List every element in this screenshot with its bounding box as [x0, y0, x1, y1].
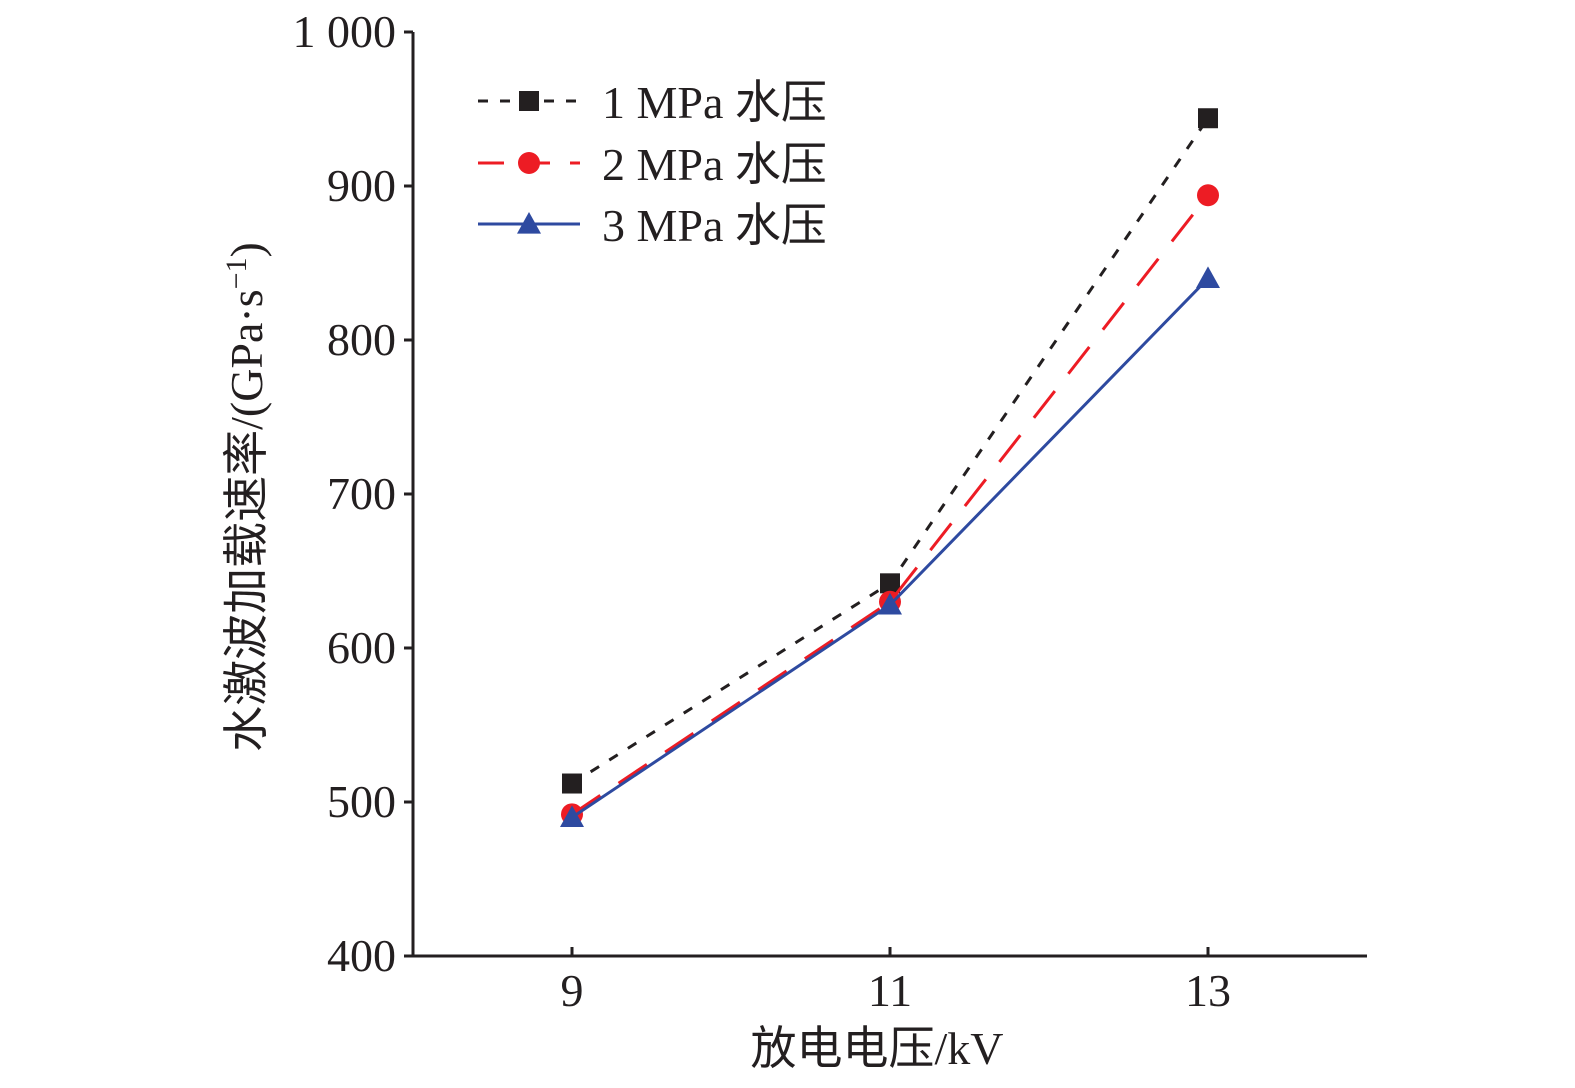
y-axis-title-exponent: −1 — [220, 257, 253, 289]
data-point-circle — [1197, 184, 1219, 207]
x-tick-label: 11 — [868, 965, 912, 1016]
data-point-triangle — [1196, 266, 1220, 288]
y-tick-label: 1 000 — [293, 6, 397, 57]
legend-marker — [519, 91, 539, 111]
series-line — [571, 277, 1210, 819]
legend-label: 2 MPa 水压 — [602, 139, 827, 190]
data-point-square — [1198, 108, 1218, 129]
x-tick-label: 13 — [1185, 965, 1231, 1016]
series-line — [571, 194, 1210, 816]
legend-marker — [518, 152, 540, 174]
legend-item: 3 MPa 水压 — [478, 200, 827, 251]
x-axis-title: 放电电压/kV — [751, 1023, 1004, 1074]
y-tick-label: 400 — [327, 930, 396, 981]
series-1 — [562, 108, 1218, 794]
data-point-square — [880, 573, 900, 594]
y-tick-label: 900 — [327, 160, 396, 211]
x-ticks: 9 11 13 — [561, 947, 1231, 1016]
data-point-triangle — [878, 592, 902, 615]
x-tick-label: 9 — [561, 965, 584, 1016]
y-axis-title-main: 水激波加载速率/(GPa·s — [221, 289, 272, 752]
y-ticks: 400 500 600 700 800 900 1 000 — [293, 6, 413, 981]
legend: 1 MPa 水压 2 MPa 水压 3 MPa 水压 — [478, 77, 827, 251]
data-point-triangle — [560, 805, 584, 827]
series-layer — [560, 108, 1220, 827]
legend-marker — [517, 212, 541, 234]
legend-item: 1 MPa 水压 — [478, 77, 827, 128]
y-tick-label: 500 — [327, 776, 396, 827]
legend-label: 1 MPa 水压 — [602, 77, 827, 128]
y-tick-label: 600 — [327, 622, 396, 673]
y-tick-label: 800 — [327, 314, 396, 365]
data-point-square — [562, 773, 582, 794]
axes — [411, 32, 1367, 958]
legend-item: 2 MPa 水压 — [478, 139, 827, 190]
y-tick-label: 700 — [327, 468, 396, 519]
series-2 — [561, 184, 1219, 826]
y-axis-title: 水激波加载速率/(GPa·s−1) — [220, 242, 272, 752]
legend-label: 3 MPa 水压 — [602, 200, 827, 251]
series-3 — [560, 266, 1220, 827]
y-axis-title-close: ) — [221, 242, 272, 257]
